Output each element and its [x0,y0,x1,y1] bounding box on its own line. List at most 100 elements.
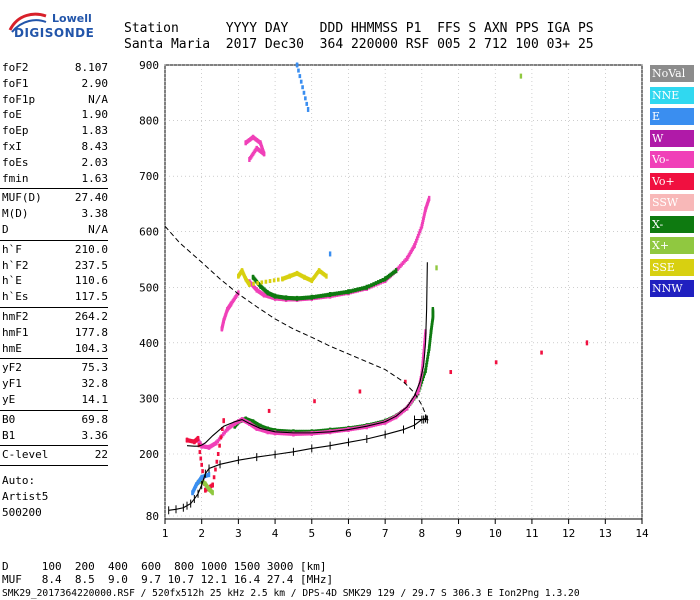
echo-point-vo [275,296,278,301]
echo-point-vo [404,379,407,384]
echo-point-x [431,307,435,313]
x-tick-label: 7 [382,527,389,540]
echo-point-vo [262,428,265,433]
echo-point-vo [218,443,221,448]
echo-point-x [324,293,327,298]
param-name: h`Es [2,290,29,304]
echo-point-vo [273,430,277,436]
echo-point-x [279,295,282,300]
param-value: 1.63 [81,171,109,185]
echo-point-vo [358,389,362,394]
echo-point-x [207,486,211,492]
echo-point-e [191,490,194,496]
echo-point-x [426,354,430,359]
y-tick-label: 400 [139,337,159,350]
echo-point-sse [310,278,313,284]
echo-point-x [233,423,236,429]
echo-point-vo [421,356,425,361]
echo-point-x [358,286,362,291]
param-name: MUF(D) [2,191,42,205]
echo-point-x [420,379,424,384]
echo-point-vo [255,145,258,151]
echo-point-x [337,291,341,296]
echo-point-vo [418,229,422,234]
echo-point-vo [259,427,263,432]
echo-point-x [282,295,285,300]
echo-point-vo [408,401,412,406]
echo-point-x [390,271,394,276]
echo-point-e [298,74,302,79]
param-value: 1.90 [81,108,109,122]
echo-point-x [297,296,301,301]
echo-point-vo [196,435,200,441]
echo-point-vo [256,426,260,431]
param-name: foE [2,108,22,122]
param-value: N/A [88,92,108,106]
echo-point-x [431,315,435,321]
param-name: D [2,223,9,236]
echo-point-e [304,96,307,101]
echo-point-x [251,274,255,280]
echo-point-vo [215,459,219,464]
echo-point-vo [420,223,424,229]
echo-point-vo [278,431,281,436]
echo-point-vo [258,427,261,432]
echo-point-x [282,429,286,434]
echo-point-vo [264,293,267,298]
echo-point-sse [264,279,268,284]
echo-point-x [303,295,306,300]
echo-point-vo [422,215,425,220]
echo-point-e [305,101,309,106]
echo-point-x [424,365,428,370]
param-name: B0 [2,412,16,426]
echo-point-x [308,295,312,300]
param-value: 2.03 [81,155,109,169]
echo-point-sse [272,278,276,283]
param-name: hmE [2,341,22,355]
echo-point-sse [303,274,306,280]
echo-point-vo [269,295,273,300]
echo-point-vo [422,349,426,354]
echo-point-vo [222,418,225,424]
autoscale-note: Auto: [2,474,36,488]
echo-point-x [204,481,207,487]
y-tick-label: 200 [139,448,159,461]
echo-point-vo [217,437,221,442]
echo-point-vo [294,431,298,436]
echo-point-sse [237,273,240,279]
param-value: 8.107 [74,61,108,74]
param-separator [0,188,108,190]
param-name: M(D) [2,207,29,221]
echo-point-vo [223,430,226,435]
param-name: yE [2,393,16,406]
autoscale-note: 500200 [2,505,42,519]
echo-point-x [356,287,359,292]
echo-point-vo [422,213,426,218]
echo-point-e [297,68,300,73]
y-tick-label: 900 [139,59,159,72]
echo-point-vo [494,360,498,365]
y-tick-label: 300 [139,392,159,405]
echo-point-vo [212,475,216,480]
echo-point-sse [260,280,264,285]
echo-point-x [423,371,426,376]
param-name: foF1 [2,76,29,90]
param-separator [0,465,108,467]
echo-point-x [266,290,269,296]
param-separator [0,409,108,411]
echo-point-x [328,292,332,298]
echo-point-x [273,293,277,299]
echo-point-x [288,296,292,301]
echo-point-x [287,295,291,300]
param-name: foF1p [2,92,36,106]
echo-point-e [200,474,203,480]
echo-point-vo [423,338,427,343]
echo-point-vo [417,385,421,390]
param-value: 177.8 [74,325,108,339]
echo-point-x [379,279,382,284]
echo-point-vo [308,431,311,436]
echo-point-vo [285,431,288,436]
legend-item-noval: NoVal [650,65,694,82]
x-tick-label: 12 [562,527,575,540]
